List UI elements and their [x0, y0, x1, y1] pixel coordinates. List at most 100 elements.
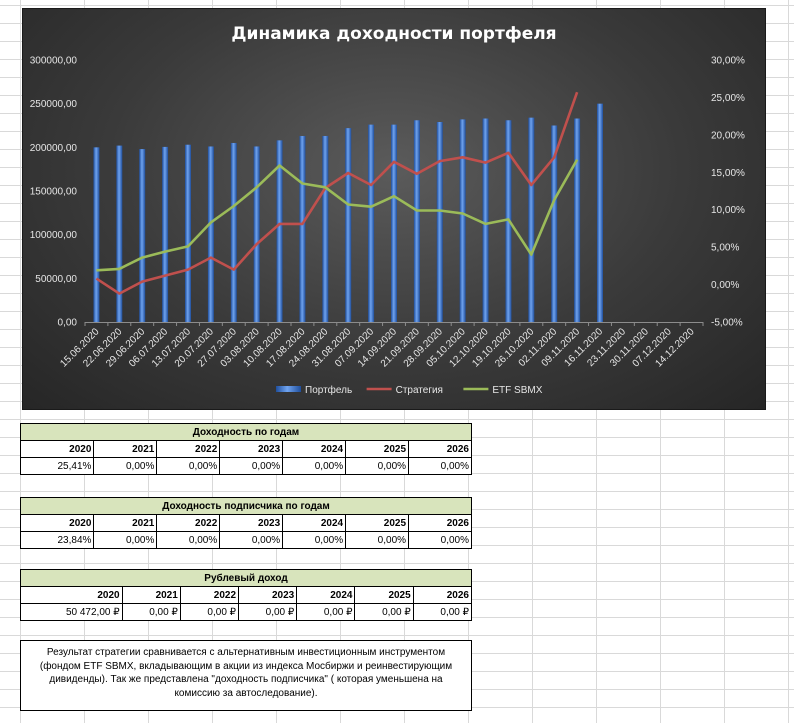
y-right-tick-label: 5,00%	[711, 243, 739, 254]
bar-portfolio	[162, 146, 169, 322]
year-cell[interactable]: 2025	[354, 586, 414, 604]
bar-portfolio	[368, 124, 375, 322]
value-cell[interactable]: 23,84%	[19, 531, 95, 549]
bar-portfolio	[528, 117, 535, 322]
legend-label: Стратегия	[396, 385, 443, 396]
year-cell[interactable]: 2024	[296, 586, 356, 604]
value-cell[interactable]: 0,00%	[282, 457, 347, 475]
legend-label: ETF SBMX	[492, 385, 542, 396]
legend-label: Портфель	[305, 384, 352, 396]
value-cell[interactable]: 0,00 ₽	[354, 603, 414, 621]
year-cell[interactable]: 2024	[282, 514, 347, 532]
line-etf-sbmx	[96, 158, 579, 272]
bar-portfolio	[299, 135, 306, 322]
value-cell[interactable]: 0,00 ₽	[412, 603, 473, 621]
value-cell[interactable]: 0,00 ₽	[121, 603, 181, 621]
value-cell[interactable]: 0,00 ₽	[179, 603, 240, 621]
year-cell[interactable]: 2023	[219, 440, 284, 458]
value-cell[interactable]: 0,00%	[345, 531, 410, 549]
value-row: 50 472,00 ₽ 0,00 ₽ 0,00 ₽ 0,00 ₽ 0,00 ₽ …	[20, 603, 473, 621]
value-cell[interactable]: 0,00%	[282, 531, 347, 549]
y-right-tick-label: 10,00%	[711, 205, 745, 216]
bar-portfolio	[139, 149, 146, 322]
legend-swatch-portfolio	[276, 386, 301, 392]
year-cell[interactable]: 2022	[156, 440, 221, 458]
bar-portfolio	[482, 118, 489, 322]
ruble-income-table: Рублевый доход 2020 2021 2022 2023 2024 …	[20, 569, 473, 621]
year-cell[interactable]: 2022	[156, 514, 221, 532]
value-cell[interactable]: 0,00 ₽	[238, 603, 298, 621]
bar-portfolio	[185, 144, 191, 322]
bar-portfolio	[322, 135, 329, 322]
y-left-tick-label: 0,00	[58, 318, 78, 329]
description-note: Результат стратегии сравнивается с альте…	[20, 640, 472, 711]
year-cell[interactable]: 2021	[93, 514, 158, 532]
table-title: Доходность по годам	[20, 423, 472, 441]
value-cell[interactable]: 0,00%	[156, 457, 221, 475]
value-cell[interactable]: 0,00%	[156, 531, 221, 549]
year-cell[interactable]: 2021	[121, 586, 181, 604]
bar-portfolio	[276, 140, 283, 322]
bar-portfolio	[459, 119, 466, 323]
year-cell[interactable]: 2023	[219, 514, 284, 532]
chart-canvas: Динамика доходности портфеля 0,00 50000,00…	[30, 24, 745, 396]
y-right-tick-label: 15,00%	[711, 168, 745, 179]
bar-portfolio	[345, 128, 352, 322]
bar-portfolio	[597, 103, 603, 323]
year-cell[interactable]: 2022	[179, 586, 240, 604]
year-cell[interactable]: 2020	[19, 514, 95, 532]
subscriber-returns-table: Доходность подписчика по годам 2020 2021…	[19, 497, 472, 549]
year-cell[interactable]: 2025	[345, 514, 410, 532]
bar-portfolio	[413, 120, 420, 322]
portfolio-chart[interactable]: Динамика доходности портфеля 0,00 50000,00…	[22, 8, 766, 410]
year-cell[interactable]: 2023	[238, 586, 298, 604]
year-row: 2020 2021 2022 2023 2024 2025 2026	[19, 514, 472, 532]
y-left-tick-label: 250000,00	[30, 99, 78, 110]
bar-portfolio	[116, 145, 123, 322]
year-cell[interactable]: 2025	[345, 440, 410, 458]
y-right-tick-label: 30,00%	[711, 56, 745, 67]
value-cell[interactable]: 0,00%	[408, 457, 472, 475]
y-right-tick-label: 25,00%	[711, 93, 745, 104]
y-left-tick-label: 300000,00	[30, 56, 78, 67]
bar-portfolio	[230, 142, 237, 322]
year-cell[interactable]: 2026	[408, 440, 472, 458]
y-left-tick-label: 50000,00	[35, 274, 77, 285]
value-cell[interactable]: 0,00%	[219, 457, 284, 475]
year-cell[interactable]: 2026	[412, 586, 473, 604]
year-row: 2020 2021 2022 2023 2024 2025 2026	[19, 440, 472, 458]
year-cell[interactable]: 2021	[93, 440, 158, 458]
year-row: 2020 2021 2022 2023 2024 2025 2026	[20, 586, 473, 604]
value-cell[interactable]: 50 472,00 ₽	[20, 603, 123, 621]
year-cell[interactable]: 2024	[282, 440, 347, 458]
year-cell[interactable]: 2020	[19, 440, 95, 458]
y-right-tick-label: 20,00%	[711, 130, 745, 141]
value-cell[interactable]: 0,00%	[408, 531, 472, 549]
year-cell[interactable]: 2020	[20, 586, 123, 604]
year-cell[interactable]: 2026	[408, 514, 472, 532]
y-left-tick-label: 150000,00	[30, 187, 78, 198]
bar-portfolio	[253, 146, 260, 322]
y-right-tick-label: 0,00%	[711, 280, 739, 291]
table-title: Рублевый доход	[20, 569, 472, 587]
y-left-tick-label: 100000,00	[30, 230, 78, 241]
bar-portfolio	[551, 125, 558, 322]
value-cell[interactable]: 0,00%	[93, 531, 158, 549]
value-row: 25,41% 0,00% 0,00% 0,00% 0,00% 0,00% 0,0…	[19, 457, 472, 475]
y-left-tick-label: 200000,00	[30, 143, 78, 154]
bar-portfolio	[391, 124, 397, 322]
value-cell[interactable]: 25,41%	[19, 457, 95, 475]
chart-title: Динамика доходности портфеля	[231, 24, 556, 44]
value-cell[interactable]: 0,00%	[93, 457, 158, 475]
bar-portfolio	[207, 146, 214, 322]
annual-returns-table: Доходность по годам 2020 2021 2022 2023 …	[19, 423, 472, 475]
table-title: Доходность подписчика по годам	[20, 497, 472, 515]
line-strategy	[95, 91, 579, 295]
value-cell[interactable]: 0,00%	[345, 457, 410, 475]
bar-portfolio	[93, 147, 100, 322]
value-cell[interactable]: 0,00 ₽	[296, 603, 356, 621]
value-row: 23,84% 0,00% 0,00% 0,00% 0,00% 0,00% 0,0…	[19, 531, 472, 549]
bar-portfolio	[574, 118, 581, 322]
value-cell[interactable]: 0,00%	[219, 531, 284, 549]
y-right-tick-label: -5,00%	[711, 318, 743, 329]
